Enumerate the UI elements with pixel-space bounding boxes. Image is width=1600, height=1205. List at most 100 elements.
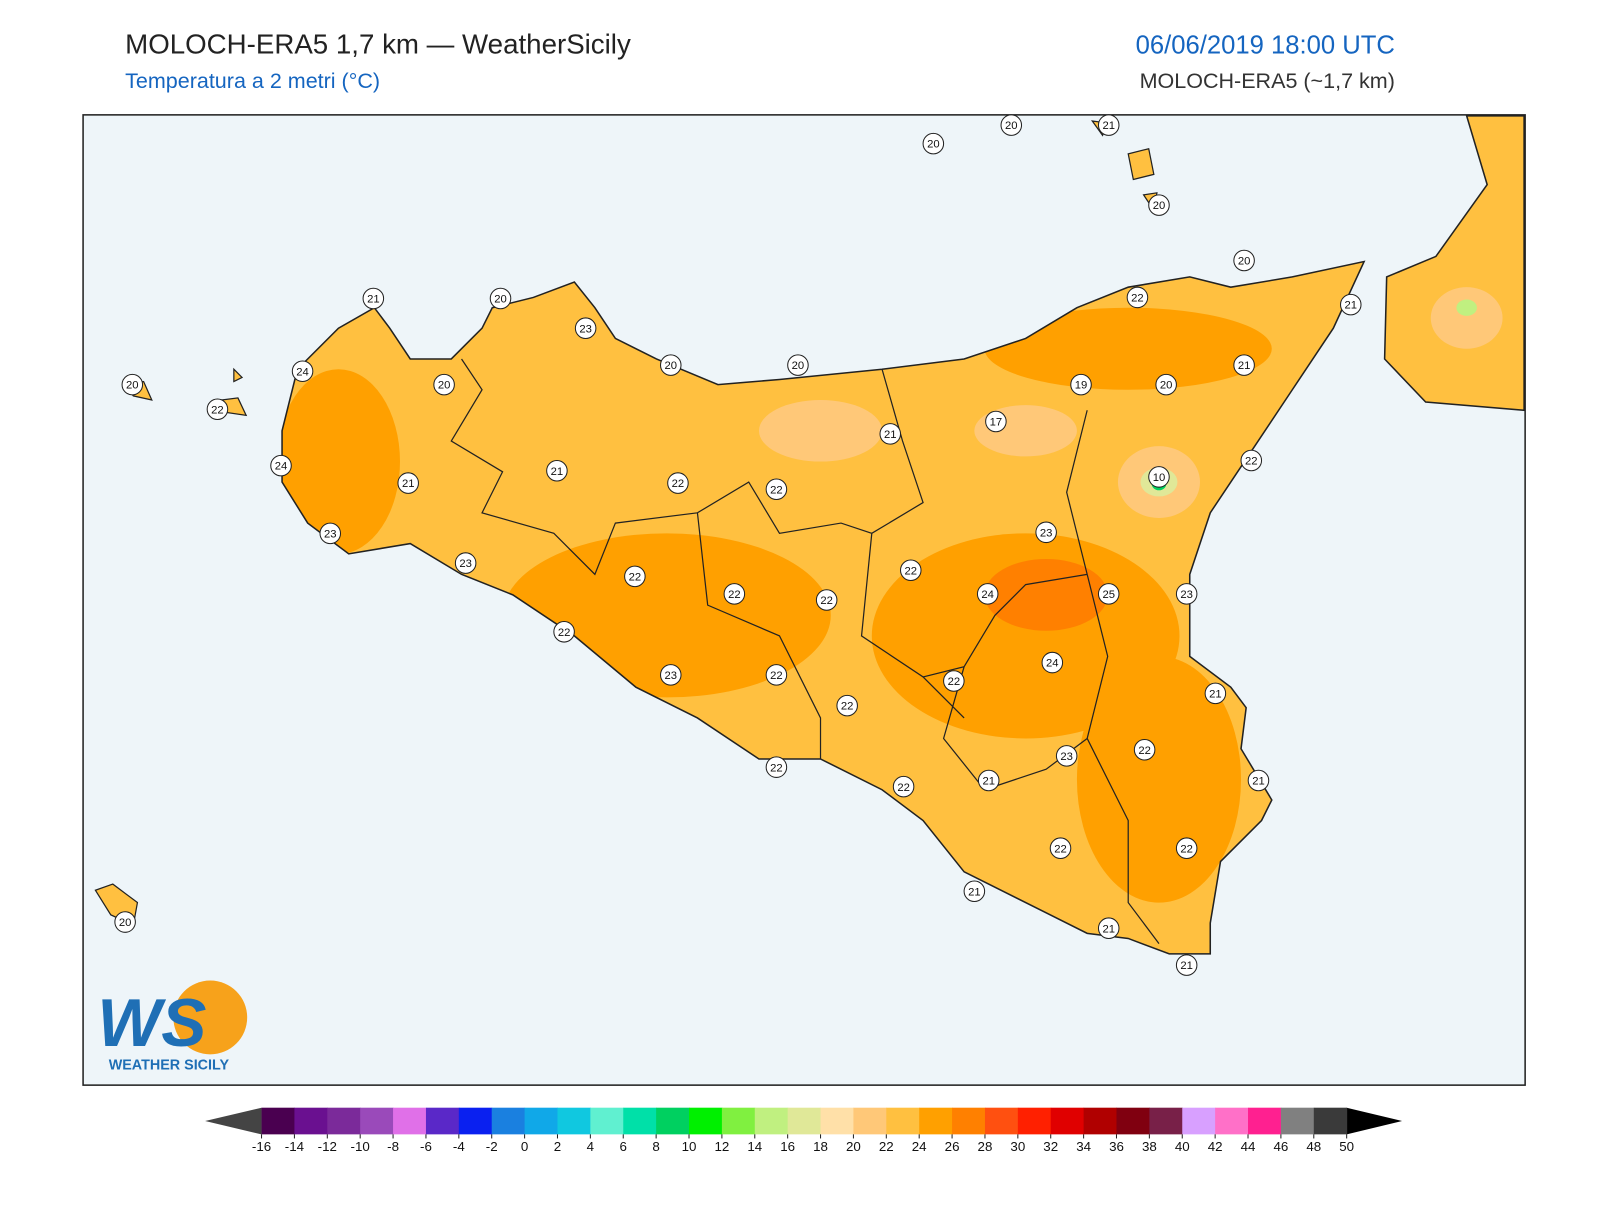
field-patch xyxy=(1430,287,1503,349)
title: MOLOCH-ERA5 1,7 km — WeatherSicily xyxy=(125,28,631,59)
colorbar-tick-label: 24 xyxy=(912,1139,927,1154)
station-value: 21 xyxy=(1252,776,1265,788)
field-patch xyxy=(1076,656,1242,903)
station-value: 20 xyxy=(1005,120,1018,132)
colorbar-segment xyxy=(656,1107,690,1135)
station-marker xyxy=(660,664,682,686)
station-marker xyxy=(1204,682,1227,705)
colorbar-segment xyxy=(327,1107,361,1135)
station-marker xyxy=(1240,449,1263,472)
station-marker xyxy=(1126,286,1149,309)
station-value: 22 xyxy=(672,478,685,490)
station-marker xyxy=(765,478,788,500)
colorbar-segment xyxy=(787,1107,822,1135)
station-marker xyxy=(1097,583,1120,605)
station-marker xyxy=(319,522,342,545)
station-marker xyxy=(815,589,838,611)
colorbar-tick-label: -16 xyxy=(252,1139,271,1154)
station-marker xyxy=(121,373,144,396)
station-marker xyxy=(1233,249,1255,272)
station-value: 23 xyxy=(665,670,678,682)
station-marker xyxy=(1055,745,1078,767)
station-value: 20 xyxy=(119,917,132,929)
colorbar-segment xyxy=(689,1107,723,1135)
colorbar-segment xyxy=(886,1107,920,1135)
station-value: 21 xyxy=(551,466,564,478)
colorbar-segment xyxy=(1280,1107,1315,1135)
colorbar-segment xyxy=(1050,1107,1085,1135)
colorbar-segment xyxy=(721,1107,756,1135)
station-marker xyxy=(963,880,986,903)
station-value: 20 xyxy=(665,360,678,372)
station-marker xyxy=(1175,583,1198,605)
colorbar-segment xyxy=(261,1107,295,1135)
station-value: 22 xyxy=(728,589,741,601)
colorbar-segment xyxy=(393,1107,427,1135)
station-value: 23 xyxy=(579,323,592,335)
colorbar-tick-label: 14 xyxy=(747,1139,762,1154)
colorbar-segment xyxy=(853,1107,887,1135)
colorbar-segment xyxy=(360,1107,394,1135)
station-marker xyxy=(660,354,682,376)
station-value: 20 xyxy=(927,139,940,151)
colorbar-tick-label: 34 xyxy=(1076,1139,1091,1154)
station-marker xyxy=(114,911,136,933)
station-value: 22 xyxy=(897,782,910,794)
station-value: 22 xyxy=(770,670,783,682)
colorbar-segment xyxy=(1116,1107,1150,1135)
station-marker xyxy=(1175,954,1198,976)
station-value: 24 xyxy=(981,589,994,601)
station-value: 22 xyxy=(820,595,833,607)
model: MOLOCH-ERA5 (~1,7 km) xyxy=(1140,69,1395,93)
station-labels: 20 20 21 20 20 22 21 21 20 23 20 20 21 19 20 20 24 20 22 17… xyxy=(114,114,1362,976)
station-value: 21 xyxy=(1102,923,1115,935)
colorbar-tick-label: 26 xyxy=(945,1139,960,1154)
station-marker xyxy=(1340,293,1362,316)
colorbar-segment xyxy=(1017,1107,1052,1135)
logo: WS WEATHER SICILY xyxy=(97,980,248,1074)
station-marker xyxy=(546,459,568,482)
colorbar-segment xyxy=(1215,1107,1249,1135)
station-marker xyxy=(985,410,1007,433)
station-value: 25 xyxy=(1102,589,1115,601)
colorbar-tick-label: -2 xyxy=(486,1139,498,1154)
colorbar-tick-label: 10 xyxy=(682,1139,697,1154)
colorbar-segment xyxy=(952,1107,986,1135)
station-marker xyxy=(270,454,292,477)
station-value: 24 xyxy=(296,366,309,378)
station-marker xyxy=(787,354,809,376)
station-value: 22 xyxy=(1138,745,1151,757)
station-marker xyxy=(892,775,915,798)
station-value: 22 xyxy=(1131,293,1144,305)
station-value: 21 xyxy=(1238,360,1251,372)
colorbar-segment xyxy=(425,1107,460,1135)
colorbar-over xyxy=(1346,1107,1403,1135)
station-value: 21 xyxy=(982,776,995,788)
field-patch xyxy=(984,307,1272,390)
colorbar-tick-label: 42 xyxy=(1208,1139,1223,1154)
station-marker xyxy=(1000,114,1023,136)
station-value: 22 xyxy=(1180,843,1193,855)
colorbar-tick-label: 8 xyxy=(652,1139,659,1154)
station-value: 22 xyxy=(558,627,571,639)
colorbar-segment xyxy=(557,1107,591,1135)
colorbar-tick-label: 22 xyxy=(879,1139,894,1154)
colorbar: -16 -14 -12 -10 -8 -6 -4 -2 0 2 4 6 8 10 12 14 16 18 20 22 2… xyxy=(205,1107,1403,1154)
station-value: 20 xyxy=(1160,380,1173,392)
station-value: 20 xyxy=(792,360,805,372)
station-value: 22 xyxy=(770,762,783,774)
field-patch xyxy=(758,400,883,462)
station-marker xyxy=(624,565,646,588)
station-marker xyxy=(1148,194,1170,216)
colorbar-tick-label: 0 xyxy=(521,1139,528,1154)
station-value: 21 xyxy=(1209,688,1222,700)
station-marker xyxy=(977,769,1000,792)
station-value: 21 xyxy=(1102,120,1115,132)
colorbar-segment xyxy=(623,1107,657,1135)
colorbar-tick-label: 16 xyxy=(780,1139,795,1154)
colorbar-tick-label: 30 xyxy=(1010,1139,1025,1154)
station-value: 23 xyxy=(459,558,472,570)
colorbar-tick-label: 6 xyxy=(620,1139,627,1154)
station-marker xyxy=(1035,521,1057,544)
